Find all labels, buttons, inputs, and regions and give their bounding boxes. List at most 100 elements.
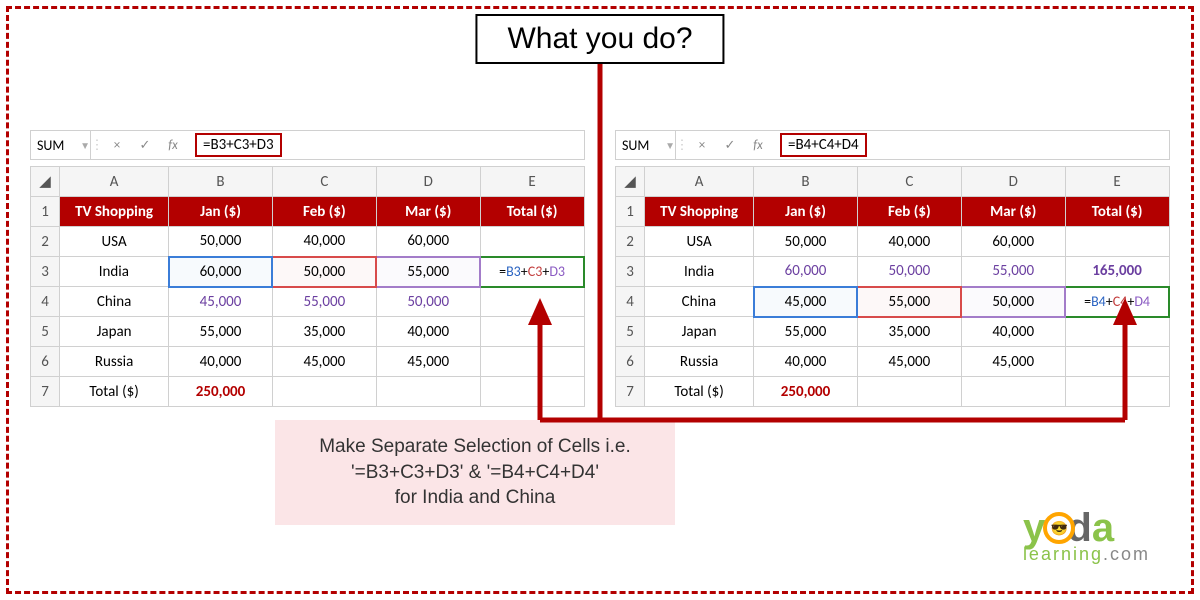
cancel-icon[interactable]: × [103,131,131,159]
cell[interactable]: China [60,287,169,317]
cell[interactable]: 40,000 [376,317,480,347]
cell[interactable]: Russia [60,347,169,377]
cell[interactable]: 60,000 [376,227,480,257]
formula-input[interactable]: =B4+C4+D4 [772,131,1169,159]
enter-icon[interactable]: ✓ [131,131,159,159]
cell[interactable]: 250,000 [754,377,858,407]
row-header[interactable]: 1 [31,197,60,227]
col-header[interactable]: E [1065,167,1169,197]
cell[interactable]: 50,000 [169,227,273,257]
cell[interactable]: 40,000 [857,227,961,257]
cell[interactable]: 45,000 [376,347,480,377]
cell[interactable]: 60,000 [961,227,1065,257]
cell[interactable]: Jan ($) [169,197,273,227]
col-header[interactable]: E [480,167,584,197]
cell[interactable]: 35,000 [272,317,376,347]
cell[interactable]: 50,000 [272,257,376,287]
cell[interactable]: 40,000 [754,347,858,377]
cell[interactable]: 55,000 [961,257,1065,287]
cell[interactable]: India [645,257,754,287]
row-header[interactable]: 5 [31,317,60,347]
cell[interactable]: 50,000 [857,257,961,287]
cell[interactable]: India [60,257,169,287]
cell[interactable]: 60,000 [169,257,273,287]
fx-icon[interactable]: fx [159,131,187,159]
cell[interactable]: 165,000 [1065,257,1169,287]
name-box[interactable]: SUM ▼ [31,131,91,159]
cell[interactable]: 35,000 [857,317,961,347]
row-header[interactable]: 7 [616,377,645,407]
cell[interactable] [1065,347,1169,377]
cell[interactable]: 45,000 [961,347,1065,377]
cell[interactable]: 55,000 [169,317,273,347]
cell[interactable] [1065,227,1169,257]
cell[interactable] [272,377,376,407]
cell[interactable]: TV Shopping [60,197,169,227]
col-header[interactable]: B [754,167,858,197]
cell[interactable]: 45,000 [169,287,273,317]
cell[interactable]: Total ($) [645,377,754,407]
cell[interactable]: Jan ($) [754,197,858,227]
col-header[interactable]: A [60,167,169,197]
cell[interactable]: 45,000 [754,287,858,317]
row-header[interactable]: 3 [616,257,645,287]
cell[interactable] [480,287,584,317]
cell[interactable]: Total ($) [1065,197,1169,227]
cell[interactable]: Feb ($) [857,197,961,227]
cell[interactable]: 45,000 [272,347,376,377]
col-header[interactable]: C [272,167,376,197]
row-header[interactable]: 4 [616,287,645,317]
cancel-icon[interactable]: × [688,131,716,159]
cell[interactable]: Total ($) [480,197,584,227]
row-header[interactable]: 6 [616,347,645,377]
cell[interactable]: 250,000 [169,377,273,407]
cell[interactable] [1065,377,1169,407]
cell[interactable]: Japan [60,317,169,347]
cell[interactable] [480,317,584,347]
cell[interactable]: USA [60,227,169,257]
cell[interactable] [480,377,584,407]
fx-icon[interactable]: fx [744,131,772,159]
col-header[interactable]: B [169,167,273,197]
row-header[interactable]: 1 [616,197,645,227]
cell[interactable] [376,377,480,407]
enter-icon[interactable]: ✓ [716,131,744,159]
col-header[interactable]: A [645,167,754,197]
cell[interactable]: 40,000 [961,317,1065,347]
cell[interactable]: China [645,287,754,317]
cell[interactable] [1065,317,1169,347]
select-all-corner[interactable]: ◢ [616,167,645,197]
col-header[interactable]: D [376,167,480,197]
active-cell[interactable]: =B4+C4+D4 [1065,287,1169,317]
cell[interactable]: TV Shopping [645,197,754,227]
name-box[interactable]: SUM ▼ [616,131,676,159]
cell[interactable]: 50,000 [376,287,480,317]
cell[interactable]: Feb ($) [272,197,376,227]
row-header[interactable]: 6 [31,347,60,377]
cell[interactable]: 55,000 [376,257,480,287]
cell[interactable]: Japan [645,317,754,347]
cell[interactable]: 50,000 [754,227,858,257]
cell[interactable]: Mar ($) [961,197,1065,227]
cell[interactable]: Mar ($) [376,197,480,227]
cell[interactable]: 60,000 [754,257,858,287]
col-header[interactable]: D [961,167,1065,197]
cell[interactable] [480,227,584,257]
cell[interactable] [480,347,584,377]
cell[interactable]: 55,000 [857,287,961,317]
col-header[interactable]: C [857,167,961,197]
cell[interactable]: 55,000 [272,287,376,317]
cell[interactable]: 50,000 [961,287,1065,317]
cell[interactable]: 40,000 [169,347,273,377]
cell[interactable]: Russia [645,347,754,377]
select-all-corner[interactable]: ◢ [31,167,60,197]
formula-input[interactable]: =B3+C3+D3 [187,131,584,159]
cell[interactable]: Total ($) [60,377,169,407]
cell[interactable] [961,377,1065,407]
cell[interactable]: 40,000 [272,227,376,257]
row-header[interactable]: 3 [31,257,60,287]
row-header[interactable]: 4 [31,287,60,317]
cell[interactable]: 45,000 [857,347,961,377]
cell[interactable] [857,377,961,407]
cell[interactable]: USA [645,227,754,257]
